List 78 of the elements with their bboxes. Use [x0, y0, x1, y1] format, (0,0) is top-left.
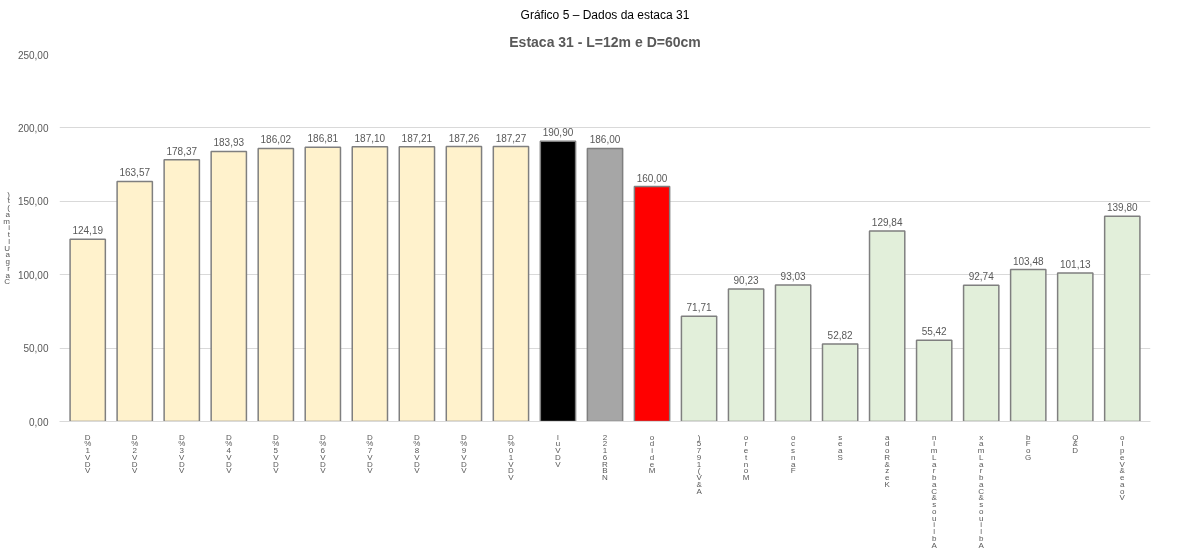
data-label: 163,57	[119, 167, 151, 179]
bar	[1103, 215, 1141, 422]
x-tick-label: D%01VDV	[507, 432, 515, 482]
y-tick-label: 0,00	[29, 416, 49, 428]
x-tick-label: D%8VDV	[413, 432, 421, 476]
x-tick-label: D%4VDV	[225, 432, 233, 476]
bar	[492, 145, 530, 422]
bar	[116, 180, 154, 422]
x-tick-label: D%6VDV	[319, 432, 327, 476]
chart-title: Estaca 31 - L=12m e D=60cm	[509, 33, 701, 50]
bar	[69, 238, 107, 422]
bar	[445, 145, 483, 422]
y-tick-label: 100,00	[17, 269, 49, 281]
bar	[163, 158, 201, 422]
category-label: nimLarbaC&souilbA	[930, 432, 938, 550]
x-tick-label: seaS	[837, 432, 843, 462]
bar	[304, 146, 342, 422]
data-label: 186,02	[260, 134, 292, 146]
bar	[962, 284, 1000, 422]
x-tick-label: luVDV	[555, 432, 562, 469]
y-tick-label: 250,00	[17, 49, 49, 61]
data-label: 183,93	[213, 137, 245, 149]
text: )t(amitlUagraC	[3, 189, 10, 287]
x-tick-label: D%2VDV	[131, 432, 139, 476]
data-label: 93,03	[780, 270, 807, 282]
x-tick-label: adoR&zeK	[884, 432, 891, 489]
bar	[633, 185, 671, 422]
y-tick-label: 200,00	[17, 122, 49, 134]
data-label: 90,23	[733, 275, 760, 287]
data-label: 103,48	[1012, 255, 1044, 267]
bar	[680, 315, 718, 422]
x-tick-label: ocsnaF	[790, 432, 796, 476]
category-label: )5791(V&A	[696, 432, 702, 496]
bar	[821, 343, 859, 422]
x-tick-label: oretnoM	[742, 432, 750, 482]
bar	[539, 140, 577, 422]
bar	[1009, 268, 1047, 422]
data-label: 178,37	[166, 145, 198, 157]
category-label: xamLarbaC&souilbA	[977, 432, 985, 550]
category-label: olpeV&eaoV	[1119, 432, 1125, 503]
data-label: 187,10	[354, 132, 386, 144]
bar	[915, 339, 953, 422]
data-label: 71,71	[686, 302, 712, 314]
x-tick-label: Q&D	[1072, 432, 1079, 455]
data-label: 101,13	[1059, 259, 1091, 271]
x-tick-label: 2216RBN	[602, 432, 609, 482]
bar	[1056, 272, 1094, 422]
data-label: 187,21	[401, 132, 433, 144]
bar	[351, 146, 389, 422]
y-tick-label: 150,00	[17, 196, 49, 208]
data-label: 92,74	[968, 271, 995, 283]
bar	[398, 145, 436, 422]
bar	[586, 147, 624, 422]
bar	[727, 288, 765, 422]
y-tick-label: 50,00	[23, 343, 49, 355]
data-label: 160,00	[636, 172, 668, 184]
x-tick-label: D%5VDV	[272, 432, 280, 476]
data-label: 52,82	[827, 329, 854, 341]
bar	[868, 230, 906, 422]
data-label: 186,00	[589, 134, 621, 146]
bar	[257, 147, 295, 422]
x-tick-label: D%3VDV	[178, 432, 186, 476]
data-label: 187,26	[448, 132, 480, 144]
data-label: 187,27	[495, 132, 527, 144]
data-label: 186,81	[307, 133, 339, 145]
x-tick-label: D%9VDV	[460, 432, 468, 476]
x-tick-label: D%1VDV	[84, 432, 92, 476]
data-label: 124,19	[72, 225, 104, 237]
data-label: 129,84	[871, 216, 903, 228]
x-tick-label: D%7VDV	[366, 432, 374, 476]
data-label: 190,90	[542, 127, 574, 139]
x-tick-label: bFoG	[1025, 432, 1032, 462]
data-label: 139,80	[1106, 202, 1139, 214]
chart-subtitle: Gráfico 5 – Dados da estaca 31	[520, 7, 690, 22]
bar	[210, 150, 248, 422]
x-tick-label: odideM	[648, 432, 656, 476]
bar	[774, 284, 812, 422]
data-label: 55,42	[921, 326, 948, 338]
